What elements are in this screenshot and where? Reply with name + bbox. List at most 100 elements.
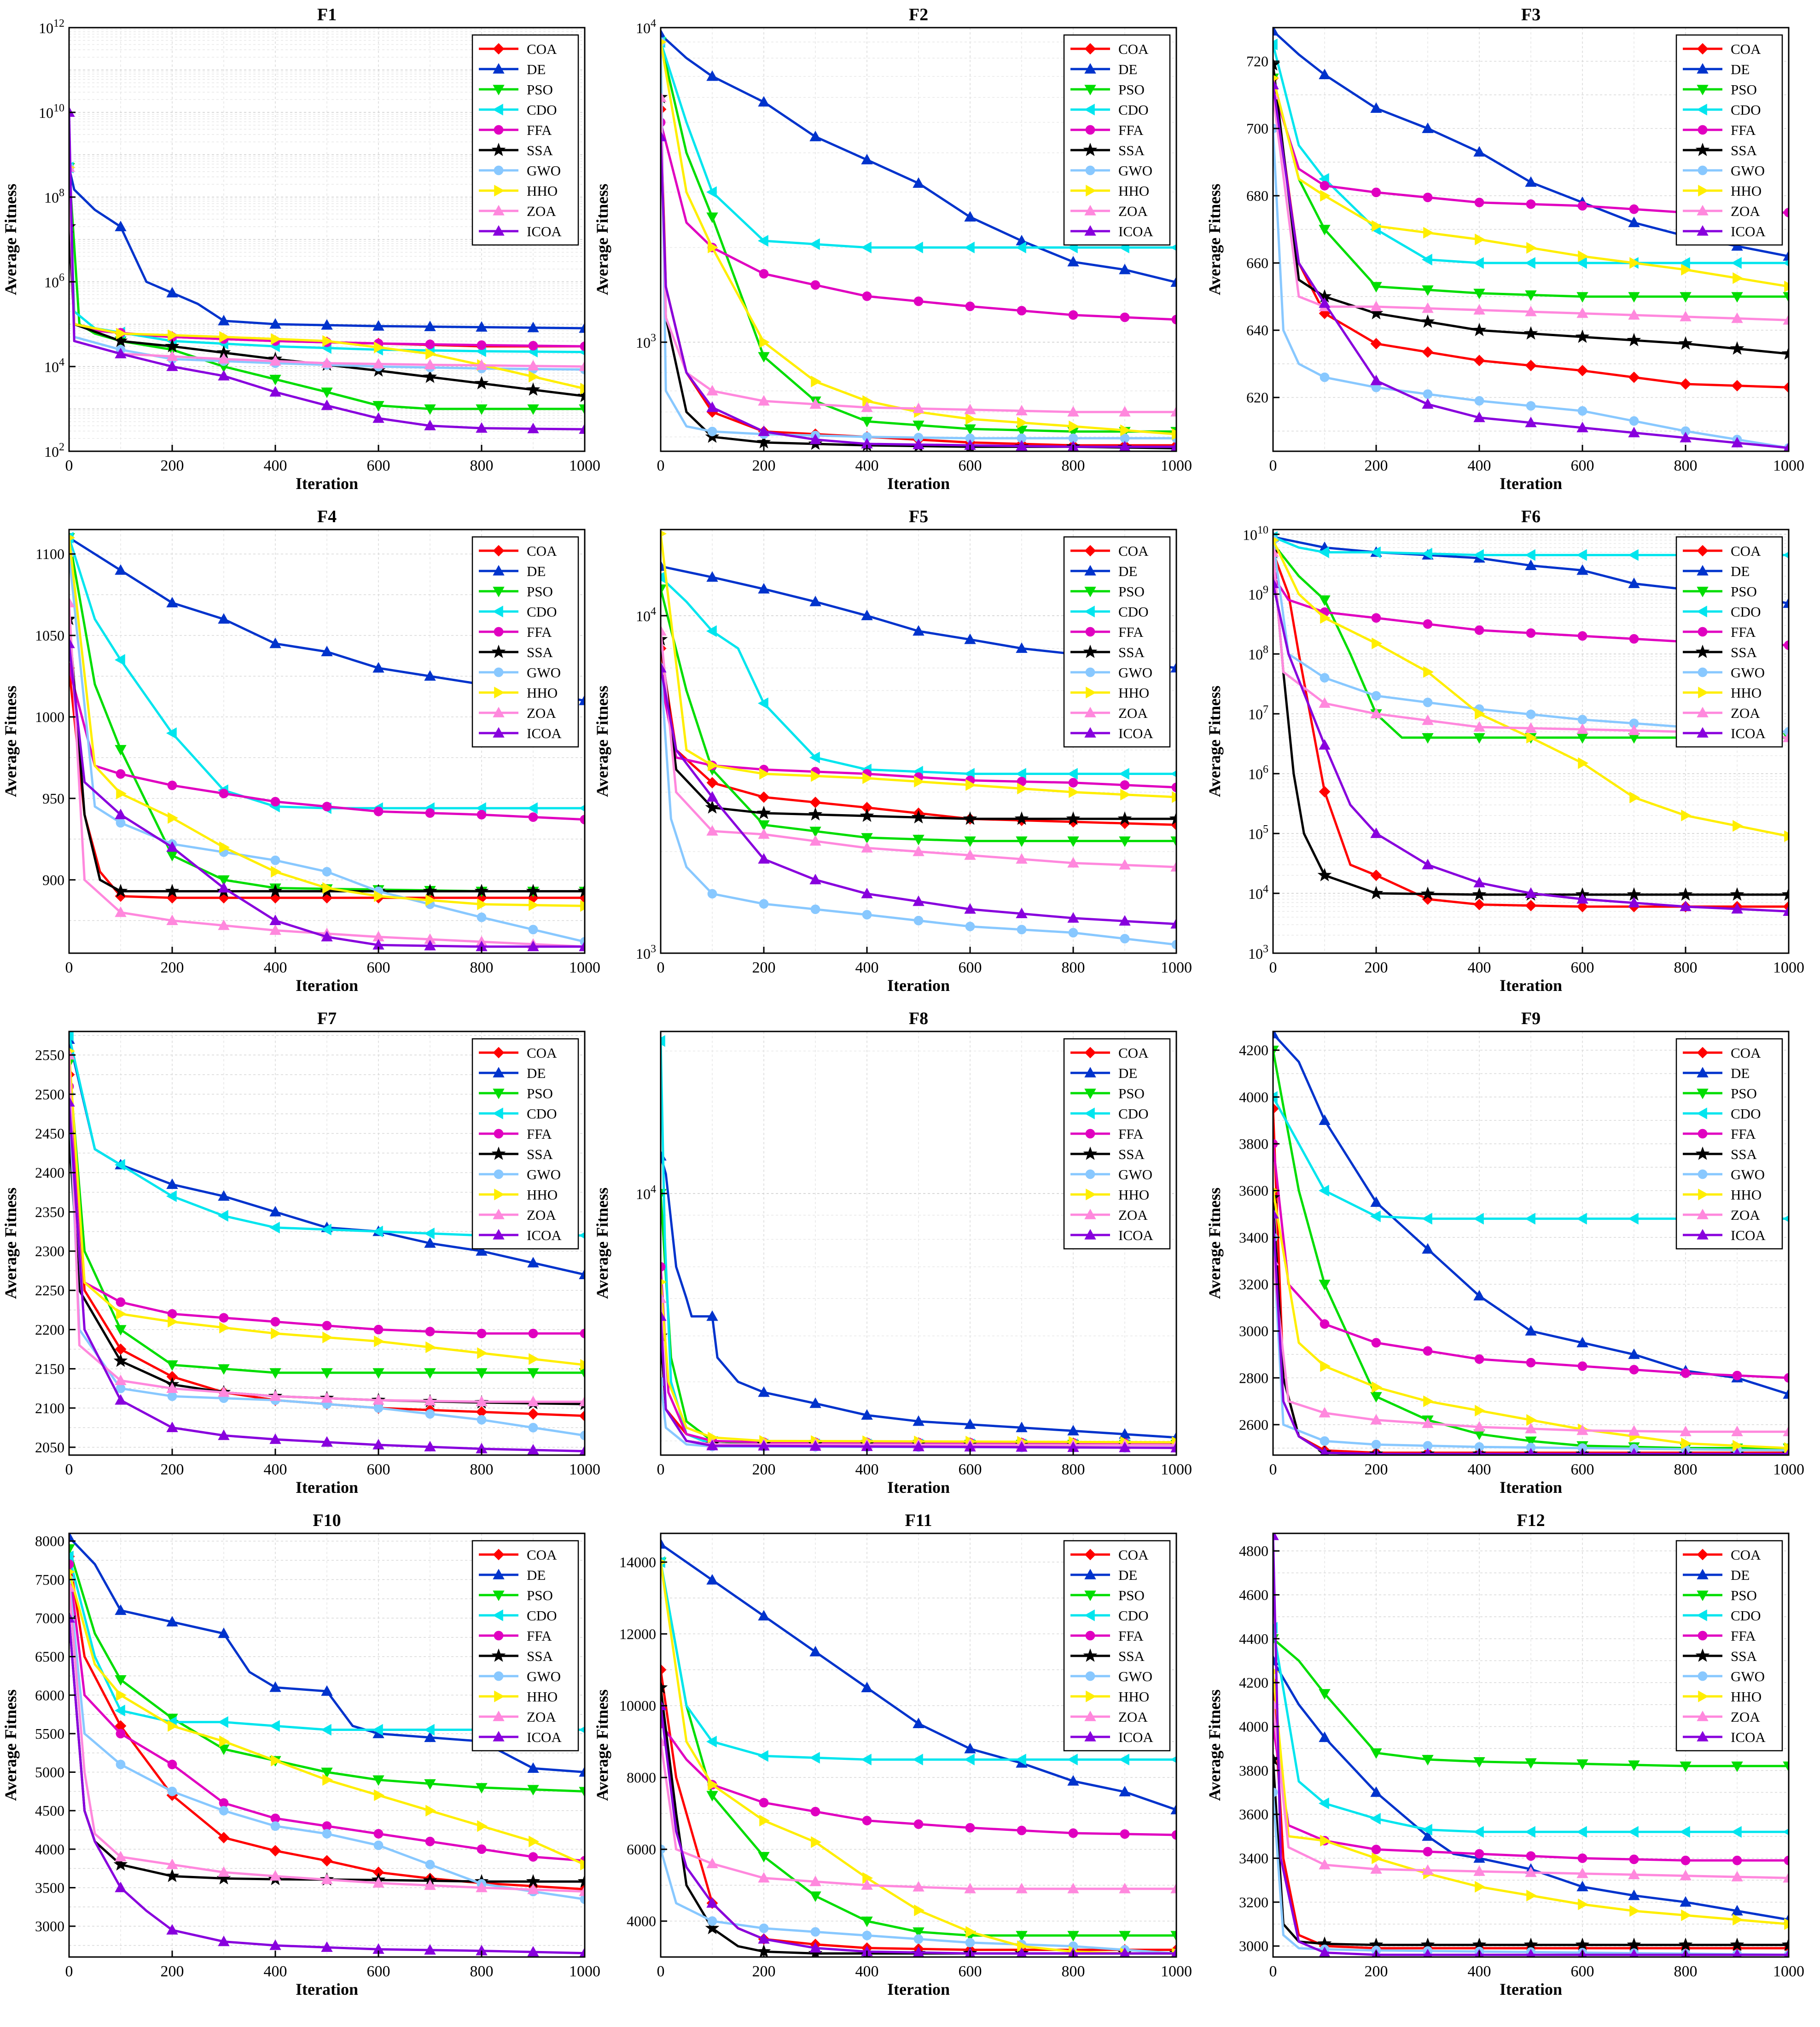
x-tick-label: 1000 (1161, 959, 1192, 976)
data-point (1320, 373, 1330, 382)
legend-marker (1698, 125, 1708, 135)
data-point (1525, 305, 1537, 316)
data-point (372, 1368, 384, 1379)
data-point (1473, 257, 1484, 269)
legend-marker (493, 706, 505, 717)
y-tick-label: 2800 (1239, 1369, 1268, 1386)
data-point (116, 1297, 126, 1307)
data-point (1526, 242, 1537, 254)
x-tick-label: 800 (1062, 1963, 1085, 1980)
data-point (1172, 791, 1176, 803)
data-point (1320, 1436, 1330, 1446)
data-point (1578, 757, 1589, 769)
data-point (1526, 1889, 1537, 1902)
legend-label: CDO (527, 604, 557, 620)
legend-marker (1084, 1107, 1095, 1119)
y-axis-label: Average Fitness (1, 1689, 20, 1801)
legend-item-coa: COA (479, 1547, 557, 1563)
data-point (811, 770, 822, 782)
data-point (1423, 619, 1433, 629)
data-point (706, 401, 718, 412)
data-point (168, 812, 179, 824)
legend-item-zoa: ZOA (1683, 1709, 1760, 1725)
x-tick-label: 0 (1269, 1963, 1277, 1980)
data-point (965, 413, 977, 425)
y-tick-label: 3000 (35, 1918, 64, 1934)
legend-item-coa: COA (479, 41, 557, 57)
data-point (321, 357, 333, 368)
data-point (759, 336, 770, 348)
data-point (477, 1844, 487, 1854)
data-point (809, 1752, 820, 1764)
legend-marker (494, 125, 504, 135)
data-point (1731, 1826, 1742, 1838)
data-point (425, 1836, 435, 1846)
x-axis-label: Iteration (296, 474, 358, 493)
x-axis-label: Iteration (887, 1980, 950, 1998)
series-markers-icoa (661, 1310, 1176, 1453)
data-point (424, 1368, 436, 1379)
data-point (218, 1935, 230, 1946)
legend-marker (1084, 204, 1096, 216)
data-point (269, 1368, 281, 1379)
data-point (529, 371, 540, 383)
legend-item-ffa: FFA (1683, 1126, 1756, 1142)
data-point (1576, 307, 1588, 318)
data-point (706, 1897, 718, 1908)
data-point (116, 818, 126, 828)
y-tick-label: 104 (636, 606, 656, 624)
series-markers-ssa (1273, 57, 1789, 360)
data-point (321, 1685, 333, 1696)
data-point (115, 348, 127, 359)
data-point (965, 1823, 975, 1833)
data-point (1120, 1829, 1130, 1839)
x-tick-label: 600 (367, 457, 390, 474)
x-tick-label: 1000 (1773, 1461, 1804, 1478)
legend-marker (1086, 185, 1097, 197)
legend-item-pso: PSO (479, 583, 553, 600)
data-point (1120, 780, 1130, 790)
data-point (425, 348, 436, 360)
legend-label: CDO (1118, 604, 1148, 620)
legend-marker (1083, 644, 1098, 658)
legend-label: DE (527, 1065, 546, 1081)
data-point (1732, 1370, 1742, 1380)
legend-marker (1697, 1568, 1709, 1579)
data-point (321, 1436, 333, 1447)
y-tick-label: 3200 (1239, 1276, 1268, 1293)
legend-label: HHO (527, 1187, 558, 1203)
y-tick-label: 5500 (35, 1725, 64, 1742)
legend-item-hho: HHO (1683, 1689, 1762, 1705)
series-markers-cdo (661, 1556, 1176, 1765)
data-point (116, 1689, 127, 1701)
legend-label: ZOA (1731, 203, 1760, 219)
data-point (115, 1375, 127, 1385)
data-point (116, 1729, 126, 1739)
data-point (1273, 79, 1279, 89)
data-point (1680, 1896, 1692, 1907)
legend-item-icoa: ICOA (1683, 1729, 1766, 1745)
legend-label: FFA (527, 624, 552, 640)
data-point (166, 360, 178, 371)
legend-item-hho: HHO (1070, 1187, 1149, 1203)
data-point (115, 1325, 127, 1336)
data-point (270, 1317, 280, 1327)
series-group (1273, 1031, 1789, 1455)
data-point (579, 360, 585, 371)
legend-marker (1084, 63, 1096, 74)
data-point (1119, 836, 1131, 847)
data-point (1017, 925, 1027, 935)
legend-marker (494, 165, 504, 175)
data-point (165, 884, 180, 897)
data-point (1370, 102, 1382, 113)
data-point (913, 1415, 925, 1426)
data-point (218, 882, 230, 893)
legend-item-hho: HHO (479, 1689, 558, 1705)
data-point (321, 1873, 333, 1884)
series-markers-icoa (1273, 79, 1789, 451)
y-tick-label: 2550 (35, 1047, 64, 1063)
data-point (1473, 549, 1484, 561)
data-point (1783, 1872, 1789, 1883)
data-point (1731, 903, 1743, 914)
legend-item-ffa: FFA (1683, 122, 1756, 138)
